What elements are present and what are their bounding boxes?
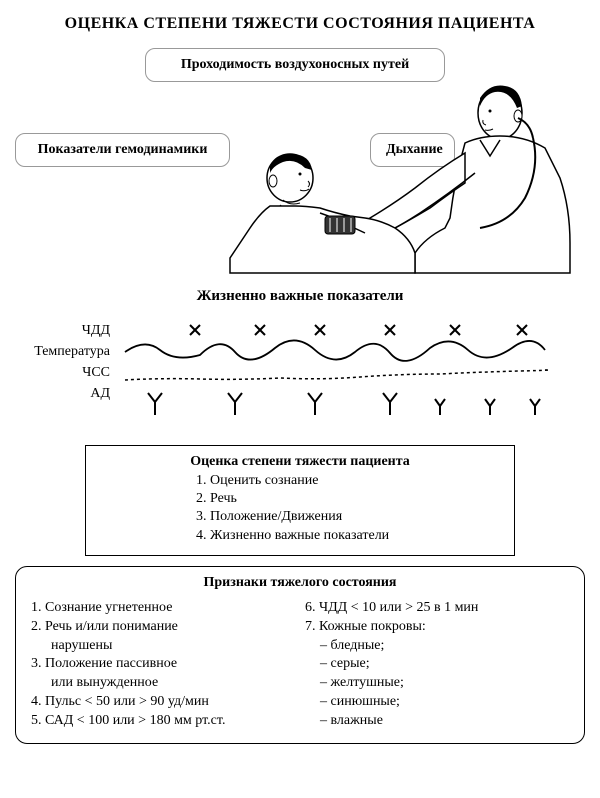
vitals-svg bbox=[115, 320, 555, 430]
assessment-item: 4. Жизненно важные показатели bbox=[196, 527, 494, 545]
assessment-item: 2. Речь bbox=[196, 490, 494, 508]
severe-sign-item: или вынужденное bbox=[31, 674, 295, 693]
illustration-area: Проходимость воздухоносных путей Показат… bbox=[15, 48, 585, 278]
vitals-section: Жизненно важные показатели ЧДД Температу… bbox=[15, 288, 585, 430]
severe-sign-item: 7. Кожные покровы: bbox=[305, 618, 569, 637]
severe-signs-columns: 1. Сознание угнетенное2. Речь и/или пони… bbox=[31, 599, 569, 731]
severe-sign-item: 1. Сознание угнетенное bbox=[31, 599, 295, 618]
vitals-chart: ЧДД Температура ЧСС АД bbox=[15, 320, 585, 430]
severe-sign-item: – желтушные; bbox=[305, 674, 569, 693]
label-ad: АД bbox=[15, 383, 110, 404]
label-temp: Температура bbox=[15, 341, 110, 362]
vitals-title: Жизненно важные показатели bbox=[15, 288, 585, 305]
bubble-airway: Проходимость воздухоносных путей bbox=[145, 48, 445, 82]
label-chdd: ЧДД bbox=[15, 320, 110, 341]
assessment-box: Оценка степени тяжести пациента 1. Оцени… bbox=[85, 445, 515, 556]
assessment-list: 1. Оценить сознание2. Речь3. Положение/Д… bbox=[106, 472, 494, 545]
vitals-labels: ЧДД Температура ЧСС АД bbox=[15, 320, 110, 404]
severe-sign-item: 6. ЧДД < 10 или > 25 в 1 мин bbox=[305, 599, 569, 618]
severe-sign-item: – синюшные; bbox=[305, 693, 569, 712]
assessment-item: 3. Положение/Движения bbox=[196, 508, 494, 526]
page-title: ОЦЕНКА СТЕПЕНИ ТЯЖЕСТИ СОСТОЯНИЯ ПАЦИЕНТ… bbox=[15, 15, 585, 33]
severe-sign-item: 5. САД < 100 или > 180 мм рт.ст. bbox=[31, 712, 295, 731]
doctor-patient-illustration bbox=[215, 78, 585, 278]
severe-sign-item: 3. Положение пассивное bbox=[31, 655, 295, 674]
severe-sign-item: 4. Пульс < 50 или > 90 уд/мин bbox=[31, 693, 295, 712]
bubble-hemodynamics: Показатели гемодинамики bbox=[15, 133, 230, 167]
severe-sign-item: – влажные bbox=[305, 712, 569, 731]
severe-signs-title: Признаки тяжелого состояния bbox=[31, 575, 569, 591]
severe-signs-left: 1. Сознание угнетенное2. Речь и/или пони… bbox=[31, 599, 305, 731]
severe-sign-item: нарушены bbox=[31, 637, 295, 656]
severe-signs-right: 6. ЧДД < 10 или > 25 в 1 мин7. Кожные по… bbox=[305, 599, 569, 731]
assessment-title: Оценка степени тяжести пациента bbox=[106, 454, 494, 470]
severe-signs-box: Признаки тяжелого состояния 1. Сознание … bbox=[15, 566, 585, 744]
assessment-item: 1. Оценить сознание bbox=[196, 472, 494, 490]
severe-sign-item: 2. Речь и/или понимание bbox=[31, 618, 295, 637]
severe-sign-item: – бледные; bbox=[305, 637, 569, 656]
label-chss: ЧСС bbox=[15, 362, 110, 383]
severe-sign-item: – серые; bbox=[305, 655, 569, 674]
